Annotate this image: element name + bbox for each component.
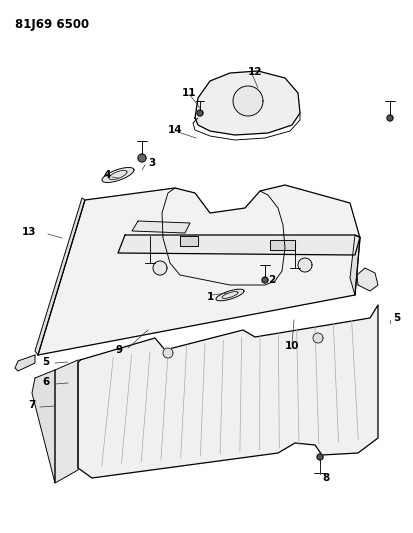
Polygon shape (216, 289, 244, 301)
Polygon shape (35, 198, 85, 355)
Text: 5: 5 (42, 357, 49, 367)
Polygon shape (350, 235, 360, 295)
Text: 4: 4 (103, 170, 110, 180)
Polygon shape (313, 333, 323, 343)
Text: 13: 13 (22, 227, 36, 237)
Polygon shape (15, 355, 35, 371)
Polygon shape (197, 110, 203, 116)
Polygon shape (180, 236, 198, 246)
Polygon shape (138, 154, 146, 162)
Polygon shape (32, 370, 55, 483)
Polygon shape (195, 71, 300, 135)
Polygon shape (153, 261, 167, 275)
Polygon shape (262, 277, 268, 283)
Text: 6: 6 (42, 377, 49, 387)
Polygon shape (118, 235, 360, 255)
Polygon shape (55, 360, 78, 483)
Text: 2: 2 (268, 275, 275, 285)
Text: 1: 1 (207, 292, 214, 302)
Polygon shape (317, 454, 323, 460)
Polygon shape (387, 115, 393, 121)
Text: 10: 10 (285, 341, 299, 351)
Text: 8: 8 (322, 473, 329, 483)
Polygon shape (233, 86, 263, 116)
Text: 14: 14 (168, 125, 183, 135)
Polygon shape (38, 185, 360, 355)
Text: 3: 3 (148, 158, 155, 168)
Polygon shape (132, 221, 190, 233)
Text: 5: 5 (393, 313, 400, 323)
Polygon shape (78, 305, 378, 478)
Text: 81J69 6500: 81J69 6500 (15, 18, 89, 31)
Polygon shape (298, 258, 312, 272)
Polygon shape (102, 167, 134, 182)
Polygon shape (163, 348, 173, 358)
Text: 11: 11 (182, 88, 197, 98)
Polygon shape (270, 240, 295, 250)
Text: 12: 12 (248, 67, 263, 77)
Text: 7: 7 (28, 400, 36, 410)
Polygon shape (357, 268, 378, 291)
Text: 9: 9 (116, 345, 123, 355)
